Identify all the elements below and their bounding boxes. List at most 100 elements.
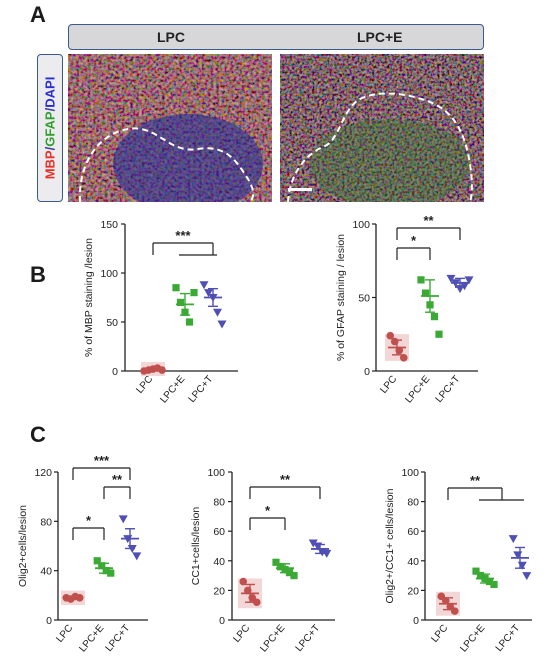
x-tick-label: LPC [429,623,450,645]
data-point-lpc-t [508,535,518,544]
significance-label: ** [280,472,291,487]
data-point-lpc [450,607,459,615]
significance-label: *** [175,228,191,243]
data-point-lpc-e [490,580,498,589]
data-point-lpc [158,366,166,374]
panel-label-c: C [30,422,46,447]
data-point-lpc-e [93,557,101,565]
y-tick-label: 120 [34,467,52,479]
data-point-lpc-t [132,552,142,561]
data-point-lpc-e [185,318,194,326]
data-point-lpc-t [464,276,474,285]
panel-label-a: A [30,2,46,27]
data-point-lpc-e [476,572,485,580]
data-point-lpc [239,577,248,586]
data-point-lpc-e [190,289,198,297]
data-point-lpc-t [199,281,209,290]
micrograph-lpc [68,54,272,202]
header-lpc: LPC [157,29,185,45]
y-tick-label: 100 [100,268,118,280]
data-point-lpc-e [98,562,106,570]
y-tick-label: 20 [407,585,419,597]
x-tick-label: LPC [231,623,252,645]
data-point-lpc-e [290,572,298,580]
x-tick-label: LPC+T [494,623,523,654]
data-point-lpc [399,353,408,362]
y-tick-label: 80 [40,516,52,528]
y-axis-label: % of GFAP staining / lesion [335,234,347,361]
data-point-lpc-t [213,308,222,317]
chart-cc1: 0 20 40 60 80 100 CC1+cells/lesion LPC LPC+E LPC+… [190,467,335,654]
y-tick-label: 0 [219,615,225,627]
chart-olig2cc1: 0 20 40 60 80 100 Olig2+/CC1+ cells/lesion LPC L… [384,467,532,654]
y-tick-label: 100 [401,467,419,479]
significance-label: * [86,513,92,528]
data-point-lpc [252,598,261,607]
significance-label: * [411,233,417,248]
data-point-lpc-t [522,572,532,581]
x-tick-label: LPC+E [77,623,106,655]
data-point-lpc-t [204,289,213,298]
y-tick-label: 0 [112,366,118,378]
x-tick-label: LPC [134,374,155,396]
data-point-lpc-e [102,567,110,575]
y-tick-label: 100 [207,467,225,479]
y-tick-label: 50 [358,293,370,305]
data-point-lpc [386,331,395,340]
y-tick-label: 40 [407,556,419,568]
data-point-lpc-e [176,298,185,306]
scale-bar [288,188,312,191]
y-tick-label: 20 [213,585,225,597]
data-point-lpc-t [446,274,456,283]
y-tick-label: 0 [46,615,52,627]
x-tick-label: LPC [378,374,399,396]
y-tick-label: 0 [413,615,419,627]
x-tick-label: LPC+E [458,623,487,655]
y-tick-label: 80 [407,497,419,509]
data-point-lpc-t [322,549,332,558]
data-point-lpc-e [107,569,115,577]
data-point-lpc-t [118,515,128,524]
significance-label: ** [112,472,123,487]
y-tick-label: 60 [407,526,419,538]
x-tick-label: LPC+T [434,374,463,405]
condition-header: LPC LPC+E [68,24,484,50]
y-tick-label: 60 [213,526,225,538]
stain-legend-box: MBP/GFAP/DAPI [37,54,63,202]
data-point-lpc-e [421,289,430,297]
y-tick-label: 40 [213,556,225,568]
y-tick-label: 50 [106,317,118,329]
data-point-lpc-e [172,284,180,292]
x-tick-label: LPC+E [158,374,187,406]
y-axis-label: Olig2+cells/lesion [17,505,29,587]
y-tick-label: 40 [40,566,52,578]
y-tick-label: 0 [364,366,370,378]
x-tick-label: LPC+E [403,374,432,406]
header-lpc-e: LPC+E [357,29,403,45]
y-axis-label: % of MBP staining /lesion [83,238,95,357]
data-point-lpc-e [485,577,494,586]
data-point-lpc-e [472,567,480,575]
x-tick-label: LPC+T [294,623,323,654]
data-point-lpc-e [430,313,439,321]
y-axis-label: CC1+cells/lesion [190,507,202,586]
data-point-lpc-e [417,276,425,284]
data-point-lpc-t [217,320,227,329]
y-tick-label: 150 [100,219,118,231]
significance-label: *** [94,453,110,468]
data-point-lpc-e [435,330,443,338]
panel-label-b: B [30,262,46,287]
significance-label: ** [470,473,481,488]
y-axis-label: Olig2+/CC1+ cells/lesion [384,488,396,603]
micrograph-lpc-e [280,54,484,202]
significance-label: * [265,503,271,518]
significance-label: ** [423,213,434,228]
x-tick-label: LPC [54,623,75,645]
x-tick-label: LPC+T [104,623,133,654]
x-tick-label: LPC+T [187,374,216,405]
x-tick-label: LPC+E [258,623,287,655]
